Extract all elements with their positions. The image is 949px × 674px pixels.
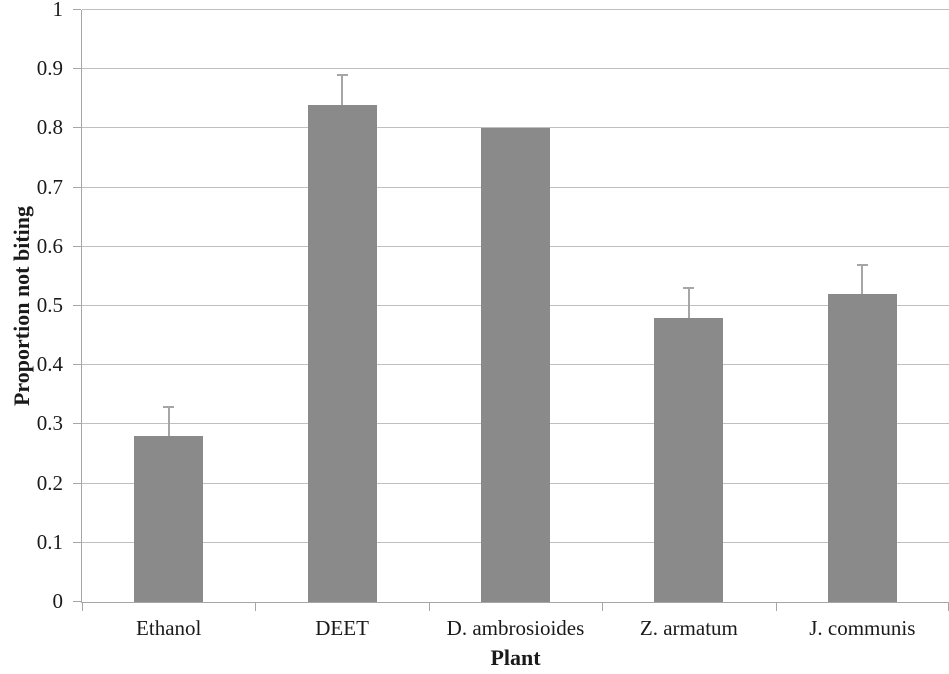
x-tick-label: DEET [315, 616, 369, 640]
gridline [82, 68, 949, 70]
y-tick-label: 0.4 [36, 352, 63, 377]
y-tick-label: 0.6 [36, 233, 63, 258]
y-tick-label: 1 [52, 0, 64, 21]
y-tick-label: 0.7 [36, 174, 63, 199]
y-tick-label: 0.3 [36, 411, 63, 436]
y-tick-mark [73, 601, 81, 602]
x-tick-mark [255, 602, 257, 611]
bar [307, 104, 377, 602]
y-tick-mark [73, 364, 81, 366]
gridline [82, 127, 949, 129]
error-bar-cap [163, 405, 175, 408]
y-tick-label: 0.1 [36, 529, 63, 554]
x-axis-line [82, 602, 949, 603]
y-tick-mark [73, 9, 81, 10]
bar [481, 128, 550, 602]
y-axis-line [81, 10, 82, 603]
x-axis-title: Plant [490, 645, 541, 670]
y-tick-mark [73, 245, 81, 247]
x-tick-mark [775, 602, 777, 611]
bar [827, 294, 897, 602]
bar [654, 317, 724, 602]
y-tick-mark [73, 68, 81, 70]
y-axis-title: Proportion not biting [9, 205, 34, 407]
y-tick-mark [73, 186, 81, 188]
error-bar [167, 406, 170, 437]
error-bar [341, 75, 344, 105]
error-bar-cap [856, 263, 868, 266]
y-tick-mark [73, 423, 81, 425]
x-tick-mark [602, 602, 604, 611]
plot-area: 0 0.1 0.2 0.3 0.4 0.5 0.6 0.7 0.8 0.9 1 Ethanol DEET… [37, 0, 949, 640]
x-tick-label: Ethanol [136, 616, 202, 640]
error-bar-cap [683, 287, 695, 290]
bar [134, 436, 204, 602]
y-tick-label: 0.8 [36, 115, 63, 140]
y-tick-mark [73, 482, 81, 484]
y-tick-label: 0 [52, 589, 64, 613]
error-bar-cap [336, 74, 348, 77]
error-bar [687, 288, 690, 318]
x-tick-mark [428, 602, 430, 611]
x-tick-mark [82, 602, 83, 611]
y-tick-label: 0.5 [36, 293, 63, 317]
y-tick-mark [73, 305, 81, 306]
y-tick-label: 0.2 [36, 470, 63, 495]
x-tick-label: Z. armatum [639, 616, 738, 640]
x-tick-label: D. ambrosioides [446, 616, 585, 640]
y-tick-label: 0.9 [36, 56, 63, 81]
y-tick-mark [73, 541, 81, 543]
gridline [82, 9, 949, 10]
x-tick-label: J. communis [809, 616, 916, 640]
y-tick-mark [73, 127, 81, 129]
error-bar [861, 264, 864, 295]
